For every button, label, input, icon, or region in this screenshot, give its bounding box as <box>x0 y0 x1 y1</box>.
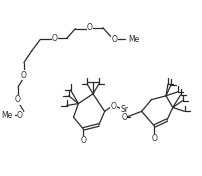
Text: O: O <box>110 102 116 111</box>
Text: O: O <box>151 134 157 143</box>
Text: O: O <box>17 111 23 120</box>
Text: Me: Me <box>127 35 139 44</box>
Text: Me: Me <box>1 111 12 120</box>
Text: O: O <box>52 34 58 43</box>
Text: O: O <box>21 71 27 80</box>
Text: O: O <box>121 113 126 122</box>
Text: O: O <box>111 35 117 44</box>
Text: O: O <box>80 136 86 145</box>
Text: O: O <box>87 23 93 32</box>
Text: O: O <box>15 95 21 104</box>
Text: Sr: Sr <box>120 105 127 114</box>
